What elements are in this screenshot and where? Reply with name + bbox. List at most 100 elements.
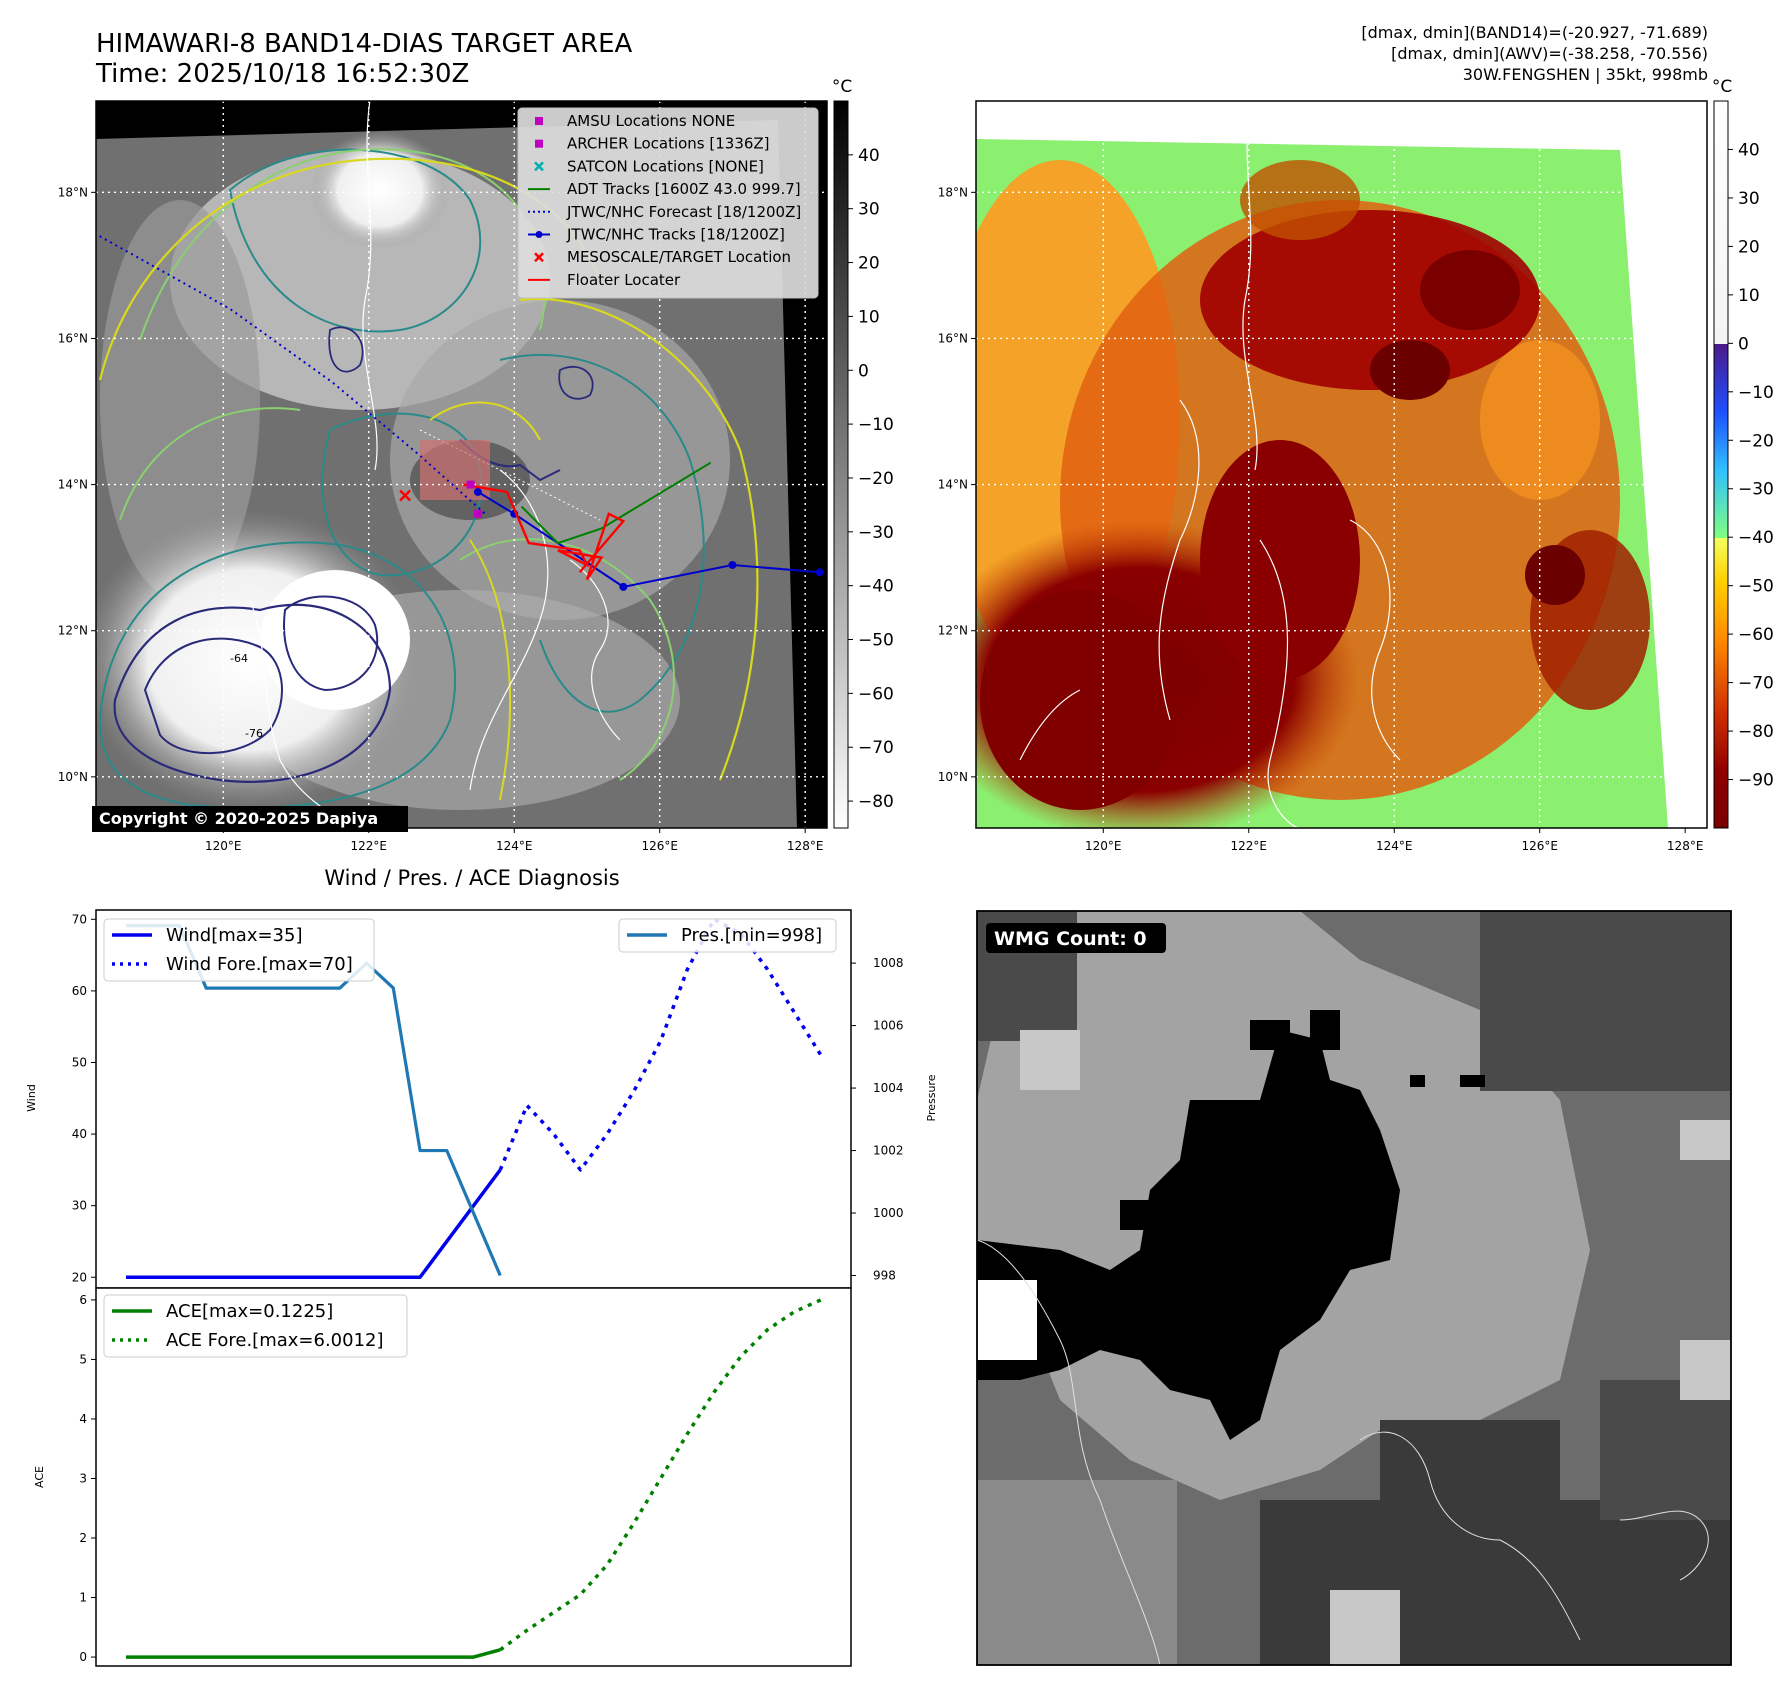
legend-entry: Floater Locater — [528, 271, 681, 289]
legend-wind-forecast: Wind Fore.[max=70] — [166, 954, 353, 975]
jtwc-track-point — [619, 582, 628, 591]
wind-legend-box — [103, 918, 375, 982]
tick-label-lon: 126°E — [1521, 839, 1558, 853]
wind-ylabel: Wind — [25, 1084, 38, 1112]
map-left-tracks — [99, 235, 824, 591]
ace-legend: ACE[max=0.1225] ACE Fore.[max=6.0012] — [103, 1294, 408, 1358]
y-tick-label: 1 — [79, 1591, 87, 1605]
pressure-axis-ticks: 998 1000 1002 1004 1006 1008 — [851, 956, 904, 1283]
pressure-ylabel: Pressure — [925, 1074, 938, 1121]
ace-series — [126, 1298, 822, 1659]
y-tick-label: 0 — [79, 1650, 87, 1664]
tick-label-lon: 128°E — [1667, 839, 1704, 853]
legend-entry: ARCHER Locations [1336Z] — [535, 135, 770, 153]
archer-marker — [466, 480, 475, 489]
diagnosis-title: Wind / Pres. / ACE Diagnosis — [324, 866, 619, 890]
colorbar-tick-label: 40 — [858, 146, 880, 166]
colorbar-tick-label: −70 — [1738, 674, 1774, 694]
legend-entry: JTWC/NHC Forecast [18/1200Z] — [528, 203, 801, 221]
colorbar-tick-label: −90 — [1738, 771, 1774, 791]
colorbar-left: °C 40 30 20 10 0 −10 −20 −30 −40 −50 −60 −70 −80 — [832, 77, 894, 829]
y2-tick-label: 1008 — [873, 956, 904, 970]
colorbar-tick-label: 0 — [858, 361, 869, 381]
y-tick-label: 5 — [79, 1352, 87, 1366]
y-tick-label: 30 — [72, 1199, 87, 1213]
wmg-map: WMG Count: 0 — [976, 910, 1732, 1666]
y2-tick-label: 1000 — [873, 1206, 904, 1220]
series-line — [126, 1648, 501, 1659]
wind-axis-ticks: 20 30 40 50 60 70 — [72, 912, 96, 1284]
tick-label-lat: 18°N — [938, 185, 968, 199]
colorbar-tick-label: 30 — [858, 200, 880, 220]
legend-entry-label: Floater Locater — [567, 271, 681, 289]
legend-entry-label: JTWC/NHC Forecast [18/1200Z] — [566, 203, 801, 221]
archer-marker — [473, 509, 482, 518]
colorbar-tick-label: 40 — [1738, 140, 1760, 160]
legend-ace-forecast: ACE Fore.[max=6.0012] — [166, 1330, 384, 1351]
wind-pressure-chart: 20 30 40 50 60 70 998 1000 1002 1004 1006 1008 Win… — [25, 909, 938, 1289]
y-tick-label: 3 — [79, 1471, 87, 1485]
colorbar-tick-label: 20 — [858, 254, 880, 274]
tick-label-lon: 124°E — [1376, 839, 1413, 853]
y2-tick-label: 1002 — [873, 1144, 904, 1158]
colorbar-right-cold — [1714, 344, 1728, 538]
tick-label-lat: 10°N — [58, 770, 88, 784]
tick-label-lon: 122°E — [1231, 839, 1268, 853]
tick-label-lat: 12°N — [938, 624, 968, 638]
colorbar-right-unit: °C — [1712, 77, 1732, 97]
tick-label-lat: 14°N — [938, 478, 968, 492]
legend-entry-label: JTWC/NHC Tracks [18/1200Z] — [566, 226, 785, 244]
y2-tick-label: 1006 — [873, 1019, 904, 1033]
tick-label-lon: 120°E — [1085, 839, 1122, 853]
y2-tick-label: 1004 — [873, 1081, 904, 1095]
wmg-warmest-pixel — [977, 1280, 1037, 1360]
colorbar-right-light — [1714, 101, 1728, 344]
tick-label-lon: 122°E — [351, 839, 388, 853]
legend-entry-label: SATCON Locations [NONE] — [567, 157, 764, 175]
colorbar-tick-label: −30 — [858, 523, 894, 543]
legend-entry-label: MESOSCALE/TARGET Location — [567, 248, 791, 266]
tick-label-lat: 16°N — [938, 331, 968, 345]
legend-entry: SATCON Locations [NONE] — [534, 157, 764, 175]
y-tick-label: 60 — [72, 984, 87, 998]
info-line-1: [dmax, dmin](BAND14)=(-20.927, -71.689) — [1361, 23, 1708, 42]
figure-time: Time: 2025/10/18 16:52:30Z — [95, 59, 469, 89]
colorbar-tick-label: −60 — [858, 684, 894, 704]
legend-entry: AMSU Locations NONE — [535, 112, 735, 130]
contour-label-64: -64 — [230, 652, 248, 665]
ace-chart: 0 1 2 3 4 5 6 ACE ACE[max=0.1225] ACE Fore.[ma… — [33, 1287, 852, 1667]
colorbar-right: °C 40 30 20 10 0 −10 −20 −30 −40 −50 −60 −70 −80 −90 — [1712, 77, 1774, 829]
map-right-frame — [975, 100, 1708, 829]
colorbar-tick-label: −80 — [1738, 722, 1774, 742]
colorbar-tick-label: −40 — [1738, 528, 1774, 548]
wmg-frame — [976, 910, 1732, 1666]
jtwc-track-point — [815, 568, 824, 577]
contour-label-76: -76 — [245, 727, 263, 740]
tick-label-lat: 10°N — [938, 770, 968, 784]
jtwc-track-point — [728, 560, 737, 569]
colorbar-tick-label: 10 — [1738, 286, 1760, 306]
wmg-count: WMG Count: 0 — [994, 928, 1147, 950]
y-tick-label: 70 — [72, 912, 87, 926]
wind-legend: Wind[max=35] Wind Fore.[max=70] — [103, 918, 375, 982]
colorbar-right-warm — [1714, 538, 1728, 828]
colorbar-tick-label: −50 — [1738, 577, 1774, 597]
legend-entry: JTWC/NHC Tracks [18/1200Z] — [528, 226, 785, 244]
tick-label-lat: 16°N — [58, 331, 88, 345]
mesoscale-marker — [399, 489, 412, 502]
wmg-cold-region — [977, 1030, 1400, 1440]
colorbar-left-ticks: 40 30 20 10 0 −10 −20 −30 −40 −50 −60 −70 −80 — [848, 146, 894, 812]
tick-label-lat: 14°N — [58, 478, 88, 492]
colorbar-tick-label: −10 — [1738, 383, 1774, 403]
y-tick-label: 4 — [79, 1412, 87, 1426]
colorbar-tick-label: −70 — [858, 738, 894, 758]
wmg-count-box — [986, 923, 1166, 953]
map-legend: AMSU Locations NONE ARCHER Locations [133… — [517, 107, 819, 299]
colorbar-tick-label: −10 — [858, 415, 894, 435]
y-tick-label: 20 — [72, 1270, 87, 1284]
info-line-3: 30W.FENGSHEN | 35kt, 998mb — [1463, 65, 1708, 84]
colorbar-tick-label: −20 — [858, 469, 894, 489]
figure-title: HIMAWARI-8 BAND14-DIAS TARGET AREA — [96, 29, 633, 59]
ace-ylabel: ACE — [33, 1466, 46, 1488]
colorbar-tick-label: 0 — [1738, 334, 1749, 354]
